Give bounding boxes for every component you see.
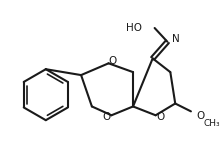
Text: HO: HO bbox=[126, 23, 142, 33]
Text: N: N bbox=[172, 34, 180, 44]
Text: O: O bbox=[102, 112, 111, 122]
Text: O: O bbox=[108, 56, 117, 66]
Text: CH₃: CH₃ bbox=[204, 119, 220, 128]
Text: O: O bbox=[156, 112, 165, 122]
Text: O: O bbox=[197, 111, 205, 121]
